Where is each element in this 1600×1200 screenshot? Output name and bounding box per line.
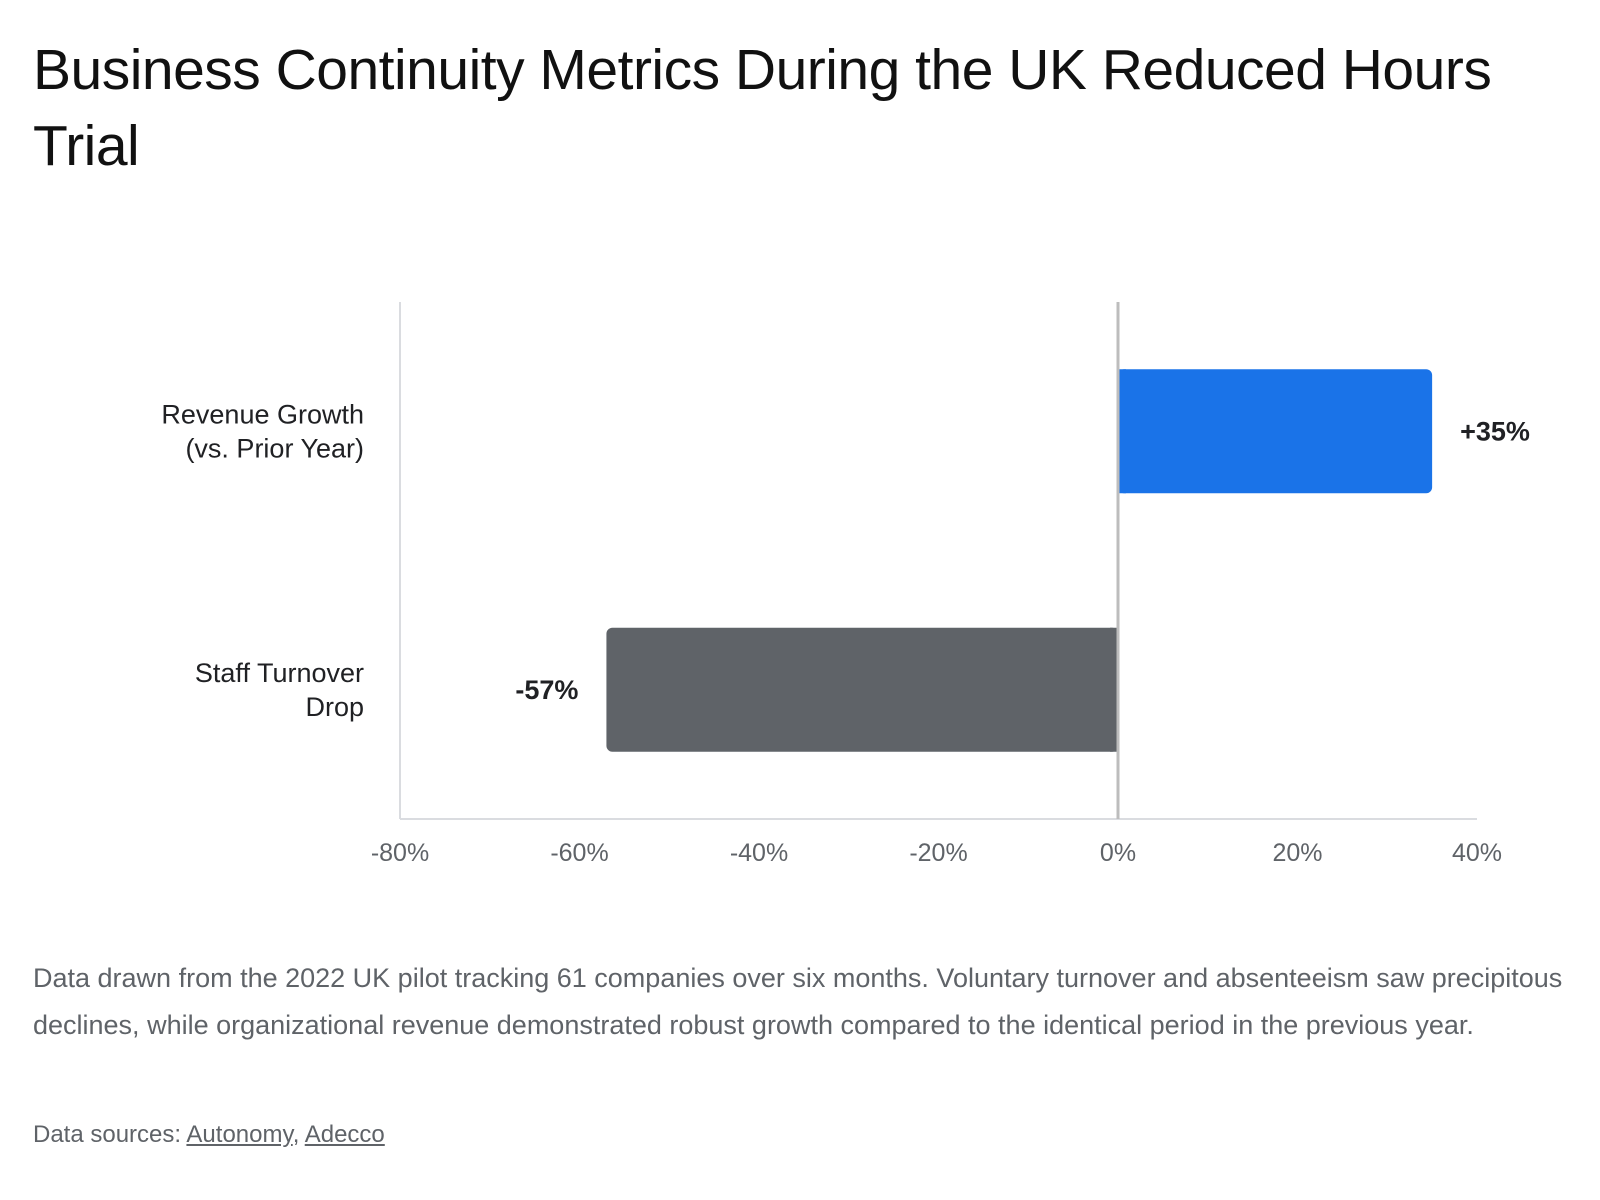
category-label-line: Drop bbox=[305, 692, 364, 722]
bar-1-base bbox=[1118, 369, 1126, 494]
category-label-line: Staff Turnover bbox=[195, 658, 364, 688]
bar-value-label-1: +35% bbox=[1460, 416, 1530, 446]
bar-1 bbox=[1118, 369, 1433, 494]
chart-category-labels: Revenue Growth (vs. Prior Year) Staff Turn… bbox=[161, 399, 364, 722]
sources-separator: , bbox=[292, 1121, 305, 1148]
bar-value-label-2: -57% bbox=[515, 675, 578, 705]
sources-prefix: Data sources: bbox=[33, 1121, 187, 1148]
category-label-line: (vs. Prior Year) bbox=[185, 433, 364, 463]
x-tick-label: -80% bbox=[371, 839, 429, 867]
category-label-line: Revenue Growth bbox=[161, 399, 364, 429]
chart-tick-labels: -80% -60% -40% -20% 0% 20% 40% bbox=[371, 839, 1502, 867]
x-tick-label: 0% bbox=[1100, 839, 1136, 867]
source-link-autonomy[interactable]: Autonomy bbox=[186, 1121, 293, 1148]
source-link-adecco[interactable]: Adecco bbox=[304, 1121, 385, 1148]
x-tick-label: -20% bbox=[909, 839, 967, 867]
chart-description: Data drawn from the 2022 UK pilot tracki… bbox=[33, 963, 1563, 1040]
bar-chart: +35% -57% Revenue Growth (vs. Prior Year) S… bbox=[161, 302, 1530, 867]
bar-2-base bbox=[1110, 627, 1118, 752]
page-title: Business Continuity Metrics During the U… bbox=[33, 38, 1492, 178]
x-tick-label: 20% bbox=[1272, 839, 1322, 867]
category-label-2: Staff Turnover Drop bbox=[195, 658, 364, 722]
x-tick-label: -60% bbox=[550, 839, 608, 867]
chart-value-labels: +35% -57% bbox=[515, 416, 1530, 705]
chart-axes bbox=[399, 302, 1477, 820]
bar-2 bbox=[606, 627, 1118, 752]
x-tick-label: -40% bbox=[730, 839, 788, 867]
x-tick-label: 40% bbox=[1452, 839, 1502, 867]
category-label-1: Revenue Growth (vs. Prior Year) bbox=[161, 399, 364, 463]
data-sources: Data sources: Autonomy, Adecco bbox=[33, 1120, 385, 1150]
chart-bars bbox=[606, 302, 1433, 819]
